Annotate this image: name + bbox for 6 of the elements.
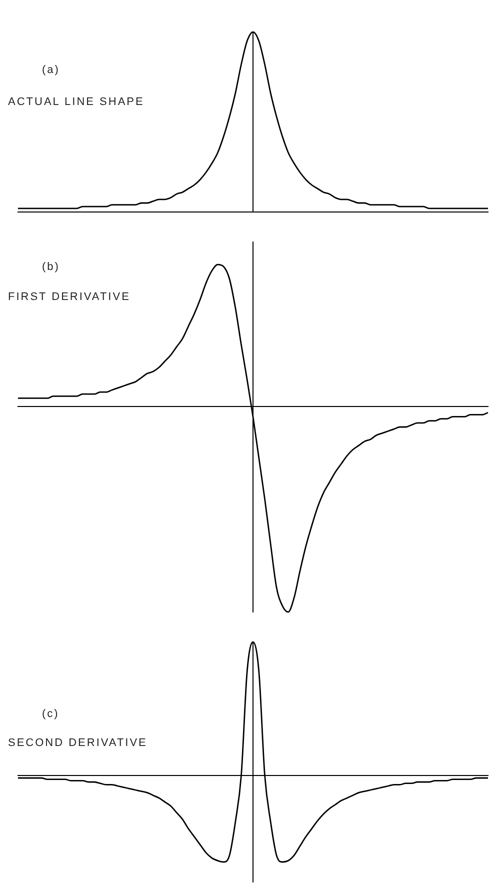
chart-title: (b) <box>42 261 60 273</box>
text: ACTUAL LINE SHAPE <box>8 96 144 108</box>
text: (a) <box>42 64 60 76</box>
text: FIRST DERIVATIVE <box>8 291 130 303</box>
text: SECOND DERIVATIVE <box>8 737 148 749</box>
text: (c) <box>42 708 60 720</box>
